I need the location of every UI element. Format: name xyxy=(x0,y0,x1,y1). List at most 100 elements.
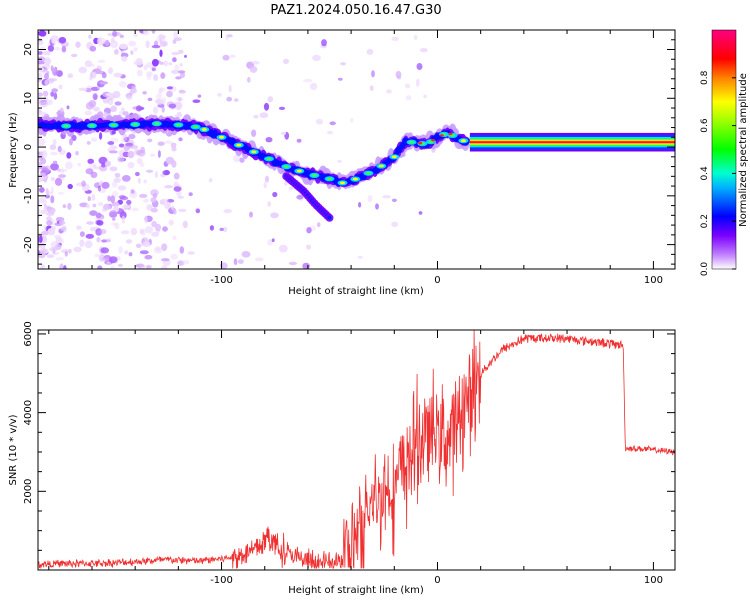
noise-blob xyxy=(209,225,214,231)
noise-blob xyxy=(100,247,110,254)
noise-blob xyxy=(38,100,42,107)
noise-blob xyxy=(118,246,123,254)
noise-blob xyxy=(173,31,179,39)
noise-blob xyxy=(180,72,185,78)
noise-blob xyxy=(110,37,115,44)
noise-blob xyxy=(158,87,163,95)
noise-blob xyxy=(111,129,116,135)
noise-blob xyxy=(247,76,251,83)
noise-blob xyxy=(60,168,65,174)
noise-blob xyxy=(312,54,321,62)
noise-blob xyxy=(58,174,67,178)
noise-blob xyxy=(67,73,74,78)
noise-blob xyxy=(154,246,161,251)
noise-blob xyxy=(137,263,146,269)
ridge-hotspot-core xyxy=(132,123,138,126)
noise-blob xyxy=(130,227,138,236)
noise-blob xyxy=(62,204,67,209)
snr-axes: -100 0 100 2000 4000 6000 xyxy=(23,321,675,586)
noise-blob xyxy=(135,171,140,177)
y-tick-label: 4000 xyxy=(23,400,34,425)
noise-blob xyxy=(111,201,120,207)
noise-blob xyxy=(40,157,47,165)
noise-blob xyxy=(51,39,55,44)
noise-blob xyxy=(107,141,115,145)
ridge-hotspot-core xyxy=(460,139,466,143)
noise-blob xyxy=(81,180,86,187)
noise-blob xyxy=(369,85,374,91)
noise-blob xyxy=(170,142,177,148)
noise-blob xyxy=(337,159,342,163)
noise-blob xyxy=(85,233,95,239)
noise-blob xyxy=(163,60,169,67)
noise-blob xyxy=(159,61,165,65)
noise-blob xyxy=(147,138,153,143)
noise-blob xyxy=(146,71,153,77)
noise-blob xyxy=(151,231,160,237)
noise-blob xyxy=(66,152,72,159)
noise-blob xyxy=(120,107,125,112)
noise-blob xyxy=(108,67,113,75)
noise-blob xyxy=(112,217,116,221)
noise-blob xyxy=(125,239,133,244)
noise-blob xyxy=(419,47,428,53)
noise-blob xyxy=(39,68,49,74)
noise-blob xyxy=(143,30,150,36)
colorbar-tick-label: 0.8 xyxy=(700,70,710,85)
noise-blob xyxy=(118,143,125,148)
noise-blob xyxy=(302,262,310,269)
noise-blob xyxy=(229,54,236,58)
noise-blob xyxy=(119,211,127,219)
noise-blob xyxy=(413,34,418,40)
noise-blob xyxy=(55,217,65,222)
noise-blob xyxy=(219,227,224,231)
colorbar-tick-label: 0.4 xyxy=(700,166,710,181)
ridge-hotspot-core xyxy=(193,125,199,129)
noise-blob xyxy=(162,170,170,176)
snr-ylabel: SNR (10 * v/v) xyxy=(8,414,19,485)
noise-blob xyxy=(122,133,128,141)
noise-blob xyxy=(340,62,346,66)
noise-blob xyxy=(278,106,286,110)
snr-frame xyxy=(37,329,676,571)
noise-blob xyxy=(112,30,118,38)
noise-blob xyxy=(99,228,107,235)
noise-blob xyxy=(166,90,173,98)
noise-blob xyxy=(296,138,302,143)
noise-blob xyxy=(58,84,63,90)
noise-blob xyxy=(44,57,52,65)
x-tick-label: 0 xyxy=(434,575,440,586)
noise-blob xyxy=(110,195,116,203)
noise-blob xyxy=(50,151,58,156)
noise-blob xyxy=(178,137,183,142)
x-tick-label: 100 xyxy=(644,575,663,586)
noise-blob xyxy=(109,210,117,218)
noise-blob xyxy=(88,100,97,108)
noise-blob xyxy=(329,121,336,126)
ridge-hotspot-core xyxy=(266,157,272,161)
noise-blob xyxy=(45,194,50,199)
x-tick-label: -100 xyxy=(210,275,233,286)
noise-blob xyxy=(89,210,98,216)
noise-blob xyxy=(135,150,143,155)
noise-blob xyxy=(136,69,143,77)
noise-blob xyxy=(195,208,201,214)
noise-blob xyxy=(127,161,135,169)
noise-blob xyxy=(61,45,67,53)
y-tick-label: 10 xyxy=(23,92,34,105)
noise-blob xyxy=(179,246,185,254)
noise-blob xyxy=(151,30,156,34)
noise-blob xyxy=(375,203,379,210)
noise-blob xyxy=(58,36,67,44)
noise-blob xyxy=(171,160,177,168)
noise-blob xyxy=(58,220,66,225)
noise-blob xyxy=(113,72,123,78)
noise-blob xyxy=(87,196,92,202)
noise-blob xyxy=(182,220,188,229)
noise-blob xyxy=(91,193,96,201)
noise-blob xyxy=(84,240,93,249)
noise-blob xyxy=(126,94,133,101)
noise-blob xyxy=(255,257,264,262)
